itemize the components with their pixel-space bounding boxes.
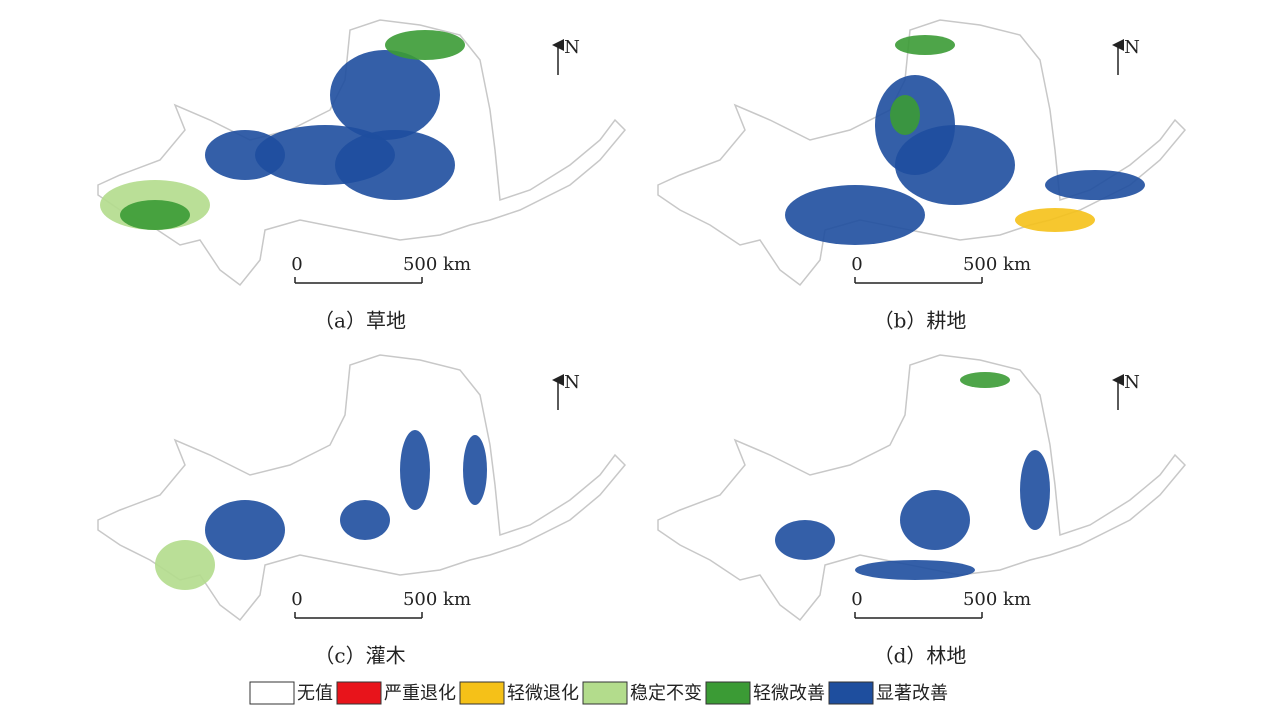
legend-label: 无值 bbox=[297, 683, 333, 704]
panel-caption: （d）林地 bbox=[874, 644, 967, 668]
land-change-area bbox=[1045, 170, 1145, 200]
land-change-area bbox=[785, 185, 925, 245]
land-change-area bbox=[400, 430, 430, 510]
map-panel: N 0 500 km （c）灌木 bbox=[97, 354, 627, 668]
legend-label: 严重退化 bbox=[384, 683, 456, 704]
legend-swatch bbox=[828, 681, 874, 705]
scale-start: 0 bbox=[291, 254, 302, 275]
legend-swatch bbox=[459, 681, 505, 705]
legend-label: 轻微改善 bbox=[753, 683, 825, 704]
scale-end: 500 km bbox=[963, 254, 1031, 275]
legend-swatch bbox=[582, 681, 628, 705]
scale-end: 500 km bbox=[963, 589, 1031, 610]
panel-caption: （c）灌木 bbox=[314, 644, 405, 668]
panel-caption: （b）耕地 bbox=[874, 309, 967, 333]
scale-start: 0 bbox=[851, 589, 862, 610]
basin-outline bbox=[657, 354, 1187, 622]
land-change-area bbox=[120, 200, 190, 230]
land-change-area bbox=[385, 30, 465, 60]
land-change-area bbox=[890, 95, 920, 135]
map-panel: N 0 500 km （d）林地 bbox=[657, 354, 1187, 668]
legend-swatch bbox=[705, 681, 751, 705]
land-change-area bbox=[205, 500, 285, 560]
legend-label: 显著改善 bbox=[876, 683, 948, 704]
legend-swatch bbox=[249, 681, 295, 705]
north-label: N bbox=[564, 37, 580, 58]
land-change-area bbox=[775, 520, 835, 560]
land-change-area bbox=[155, 540, 215, 590]
panel-caption: （a）草地 bbox=[314, 309, 406, 333]
land-change-area bbox=[1015, 208, 1095, 232]
north-label: N bbox=[1124, 372, 1140, 393]
map-panel: N 0 500 km （b）耕地 bbox=[657, 19, 1187, 333]
land-change-area bbox=[855, 560, 975, 580]
north-label: N bbox=[564, 372, 580, 393]
scale-start: 0 bbox=[851, 254, 862, 275]
scale-start: 0 bbox=[291, 589, 302, 610]
land-change-area bbox=[463, 435, 487, 505]
land-change-area bbox=[340, 500, 390, 540]
land-change-area bbox=[960, 372, 1010, 388]
map-panel: N 0 500 km （a）草地 bbox=[97, 19, 627, 333]
land-change-area bbox=[1020, 450, 1050, 530]
land-change-area bbox=[205, 130, 285, 180]
legend-swatch bbox=[336, 681, 382, 705]
north-label: N bbox=[1124, 37, 1140, 58]
land-change-area bbox=[335, 130, 455, 200]
land-change-area bbox=[330, 50, 440, 140]
scale-end: 500 km bbox=[403, 254, 471, 275]
land-change-area bbox=[895, 35, 955, 55]
legend-label: 稳定不变 bbox=[630, 683, 702, 704]
legend-label: 轻微退化 bbox=[507, 683, 579, 704]
scale-end: 500 km bbox=[403, 589, 471, 610]
land-change-area bbox=[900, 490, 970, 550]
